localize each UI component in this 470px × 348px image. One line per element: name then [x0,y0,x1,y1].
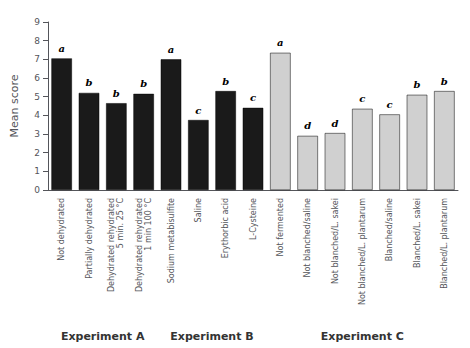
svg-text:Dehydrated rehydrated: Dehydrated rehydrated [107,198,116,292]
svg-text:1 min 100 °C: 1 min 100 °C [144,198,153,251]
svg-text:Partially dehydrated: Partially dehydrated [85,198,94,279]
svg-text:5: 5 [34,92,40,102]
svg-text:b: b [441,76,448,87]
svg-text:c: c [359,93,365,104]
svg-text:1: 1 [34,166,40,176]
svg-text:b: b [222,76,229,87]
svg-text:Dehydrated rehydrated: Dehydrated rehydrated [135,198,144,292]
svg-text:Blanched/L. plantarum: Blanched/L. plantarum [440,198,449,289]
svg-text:Experiment A: Experiment A [61,330,145,343]
svg-text:c: c [195,105,201,116]
svg-text:c: c [250,92,256,103]
svg-text:Blanched/L. sakei: Blanched/L. sakei [413,198,422,268]
svg-text:Not fermented: Not fermented [276,198,285,256]
svg-text:3: 3 [34,129,40,139]
svg-text:Mean score: Mean score [8,74,21,137]
svg-text:a: a [168,44,174,55]
svg-text:d: d [304,120,311,131]
svg-text:b: b [113,88,120,99]
svg-text:b: b [86,77,93,88]
svg-text:Not blanched/saline: Not blanched/saline [303,198,312,278]
svg-text:a: a [277,37,283,48]
svg-text:d: d [332,118,339,129]
svg-text:Experiment B: Experiment B [170,330,253,343]
svg-text:9: 9 [34,17,40,27]
svg-text:Not blanched/L. sakei: Not blanched/L. sakei [331,198,340,284]
svg-text:5 min. 25 °C: 5 min. 25 °C [116,198,125,249]
svg-text:0: 0 [34,185,40,195]
svg-text:Experiment C: Experiment C [321,330,404,343]
svg-text:b: b [140,78,147,89]
svg-text:b: b [414,79,421,90]
svg-text:2: 2 [34,148,40,158]
svg-text:Not blanched/L. plantarum: Not blanched/L. plantarum [358,198,367,305]
svg-text:Saline: Saline [194,198,203,222]
svg-text:Not dehydrated: Not dehydrated [57,198,66,261]
svg-text:Erythorbic acid: Erythorbic acid [221,198,230,258]
svg-text:6: 6 [34,73,40,83]
svg-text:Blanched/saline: Blanched/saline [385,198,394,261]
svg-text:8: 8 [34,36,40,46]
svg-text:L-Cysteine: L-Cysteine [249,198,258,240]
svg-text:4: 4 [34,110,40,120]
svg-text:c: c [387,99,393,110]
svg-text:Sodium metabisulfite: Sodium metabisulfite [167,198,176,283]
svg-text:7: 7 [34,54,40,64]
svg-text:a: a [58,43,64,54]
